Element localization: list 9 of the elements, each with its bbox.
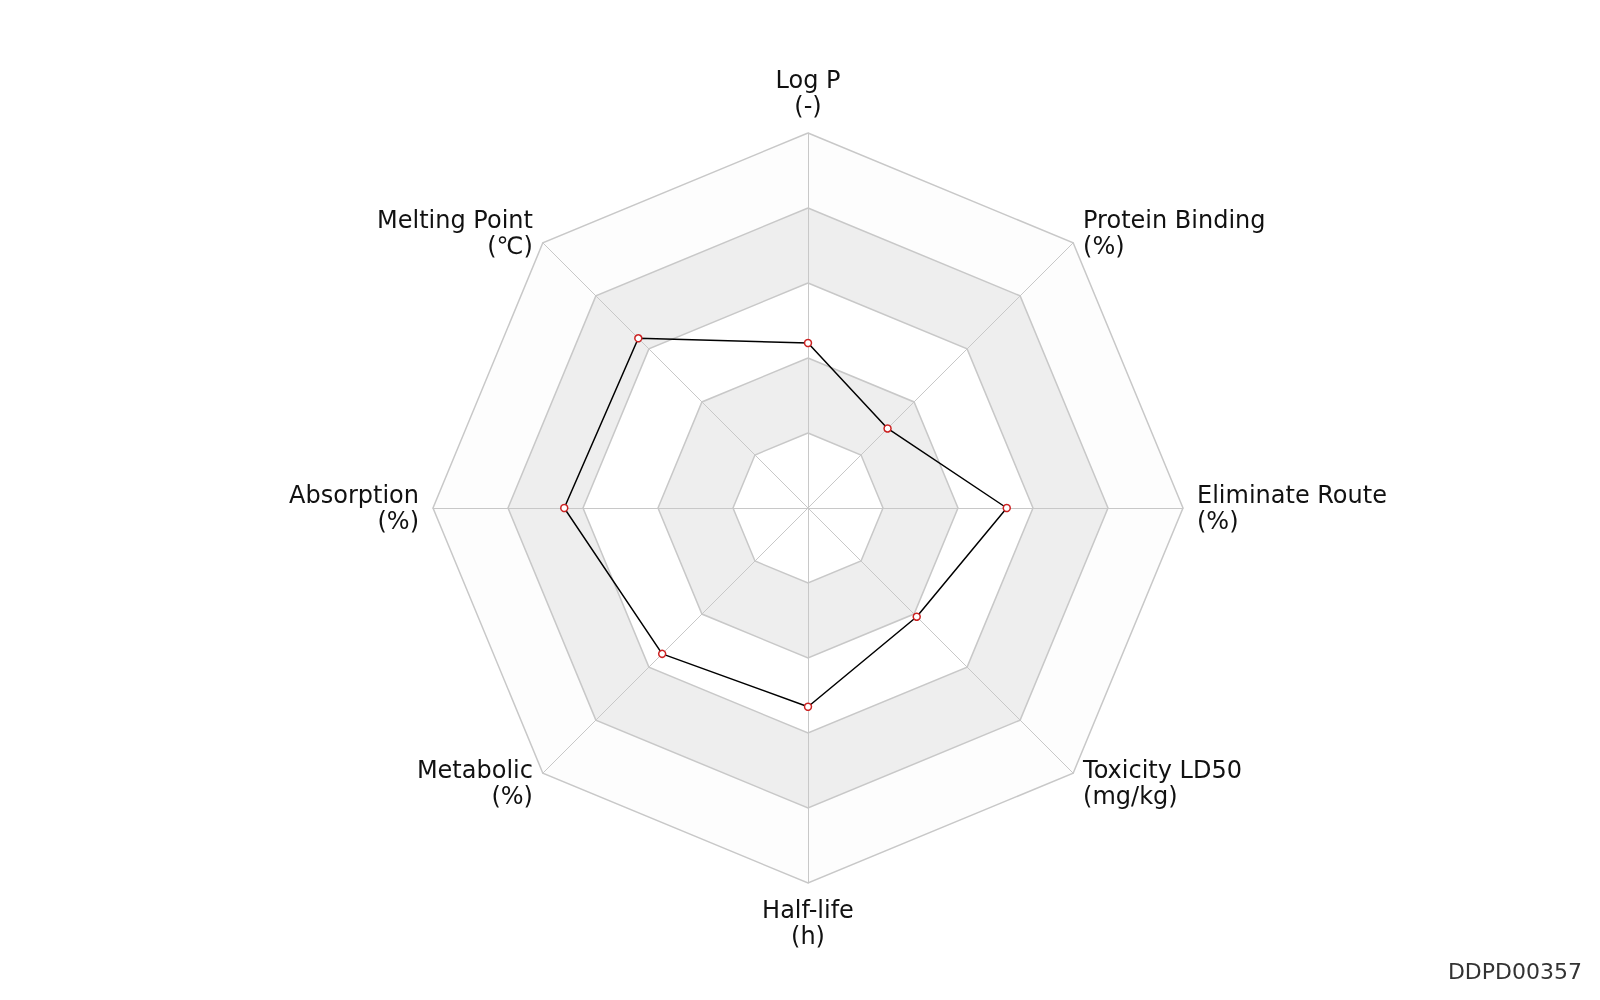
spoke-label: Log P (-) bbox=[775, 66, 841, 120]
spoke-label: Protein Binding (%) bbox=[1083, 205, 1266, 260]
text: DDPD00357 bbox=[1447, 958, 1582, 984]
spoke-label: Eliminate Route (%) bbox=[1197, 481, 1387, 535]
spoke-label: Melting Point (℃) bbox=[377, 205, 533, 260]
spoke-label: Toxicity LD50 (mg/kg) bbox=[1082, 756, 1242, 811]
spoke-label: Metabolic (%) bbox=[416, 756, 533, 811]
spoke-label: Half-life (h) bbox=[762, 896, 854, 950]
spoke-label: Absorption (%) bbox=[289, 481, 419, 535]
